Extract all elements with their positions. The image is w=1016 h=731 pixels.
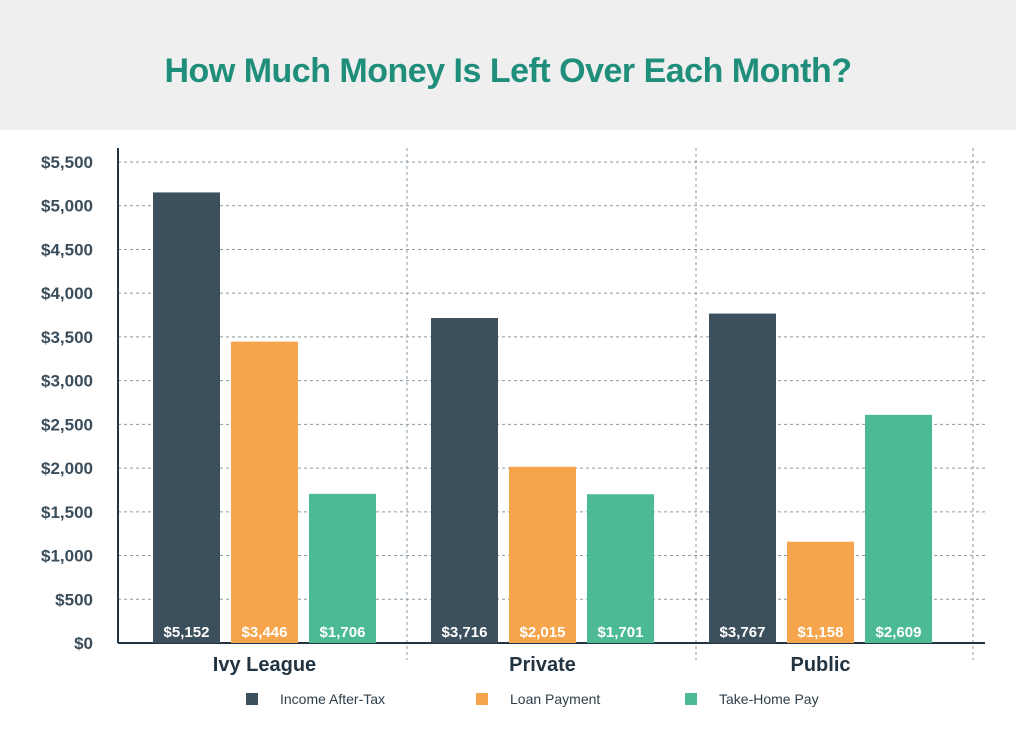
- legend-label: Loan Payment: [510, 691, 600, 707]
- bar: [153, 192, 220, 643]
- legend-swatch: [685, 693, 697, 705]
- y-tick-label: $2,000: [41, 459, 93, 478]
- y-tick-label: $2,500: [41, 415, 93, 434]
- data-label: $3,716: [442, 624, 488, 641]
- x-category-label: Private: [509, 654, 576, 676]
- data-label: $2,015: [520, 624, 566, 641]
- title-band: [0, 0, 1016, 130]
- bar: [509, 466, 576, 643]
- bar: [865, 414, 932, 643]
- bar: [787, 541, 854, 643]
- y-tick-label: $500: [55, 590, 93, 609]
- bar: [587, 494, 654, 643]
- chart-title: How Much Money Is Left Over Each Month?: [164, 52, 853, 90]
- data-label: $2,609: [876, 624, 922, 641]
- y-tick-label: $5,500: [41, 153, 93, 172]
- legend-swatch: [476, 693, 488, 705]
- legend-label: Take-Home Pay: [719, 691, 819, 707]
- y-tick-label: $4,000: [41, 284, 93, 303]
- data-label: $3,446: [242, 624, 288, 641]
- data-label: $5,152: [164, 624, 210, 641]
- y-tick-label: $1,000: [41, 547, 93, 566]
- y-tick-label: $1,500: [41, 503, 93, 522]
- bar: [709, 313, 776, 643]
- y-tick-label: $5,000: [41, 197, 93, 216]
- data-label: $1,706: [320, 624, 366, 641]
- legend-swatch: [246, 693, 258, 705]
- x-category-label: Public: [790, 654, 850, 676]
- data-label: $1,158: [798, 624, 844, 641]
- bar: [231, 341, 298, 643]
- y-tick-label: $0: [74, 634, 93, 653]
- bar: [309, 493, 376, 643]
- legend-label: Income After-Tax: [280, 691, 385, 707]
- y-tick-label: $3,000: [41, 372, 93, 391]
- y-tick-label: $4,500: [41, 240, 93, 259]
- data-label: $3,767: [720, 624, 766, 641]
- x-category-label: Ivy League: [213, 654, 316, 676]
- bar: [431, 318, 498, 643]
- y-tick-label: $3,500: [41, 328, 93, 347]
- data-label: $1,701: [598, 624, 644, 641]
